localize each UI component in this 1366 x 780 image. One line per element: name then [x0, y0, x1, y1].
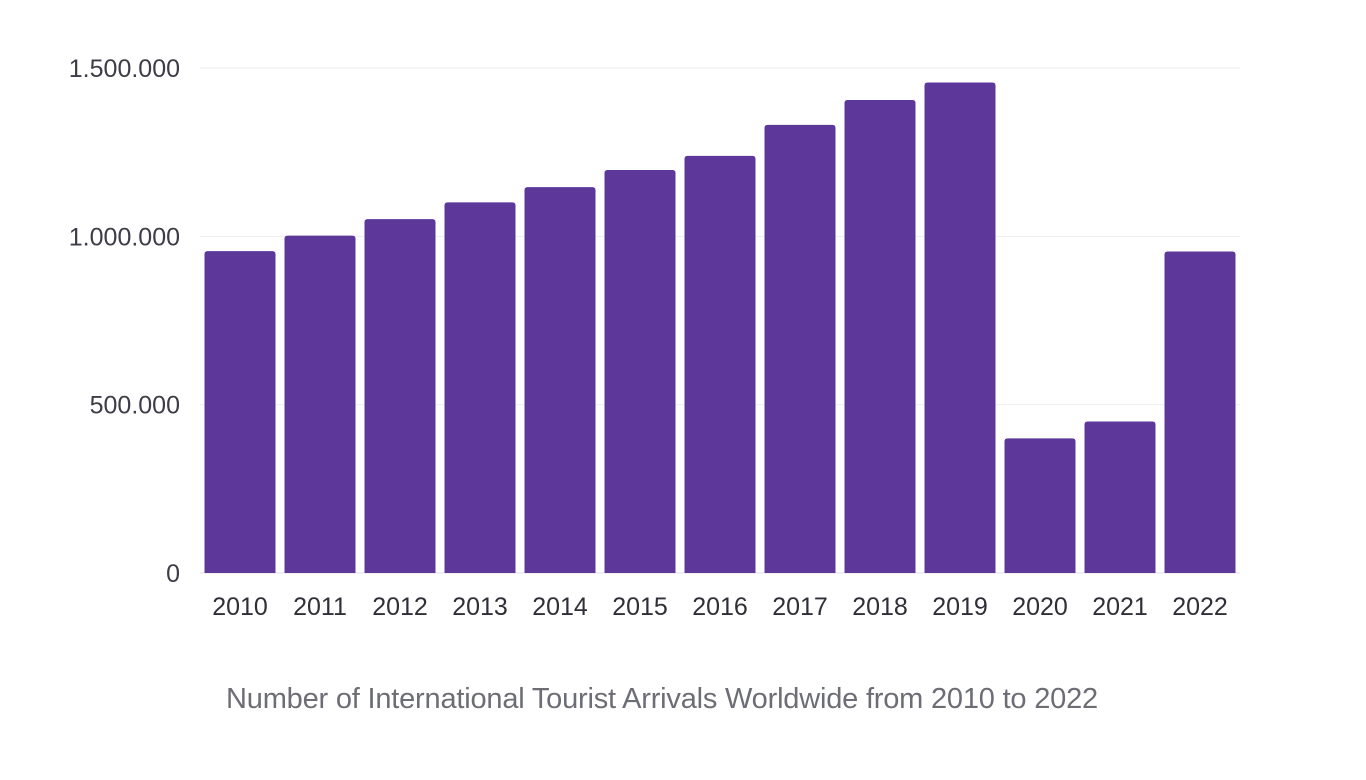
bar-2017 — [764, 124, 836, 573]
y-tick-label: 0 — [166, 560, 180, 588]
bar-2010 — [204, 251, 276, 573]
x-tick-label: 2010 — [212, 593, 268, 621]
bars — [204, 82, 1236, 573]
x-tick-label: 2017 — [772, 593, 828, 621]
x-axis-ticks: 2010 2011 2012 2013 2014 2015 2016 2017 2018 2019… — [212, 593, 1228, 621]
bar-2022 — [1164, 251, 1236, 573]
y-tick-label: 500.000 — [90, 392, 180, 420]
bar-2013 — [444, 202, 516, 573]
bar-2012 — [364, 219, 436, 573]
y-axis-ticks: 0 500.000 1.000.000 1.500.000 — [69, 55, 180, 588]
y-tick-label: 1.000.000 — [69, 223, 180, 251]
bar-2020 — [1004, 438, 1076, 573]
x-tick-label: 2022 — [1172, 593, 1228, 621]
x-tick-label: 2019 — [932, 593, 988, 621]
y-tick-label: 1.500.000 — [69, 55, 180, 83]
bar-2014 — [524, 187, 596, 573]
bar-2011 — [284, 235, 356, 573]
x-tick-label: 2012 — [372, 593, 428, 621]
bar-2018 — [844, 99, 916, 573]
bar-2021 — [1084, 421, 1156, 573]
bar-2019 — [924, 82, 996, 573]
x-tick-label: 2020 — [1012, 593, 1068, 621]
x-tick-label: 2021 — [1092, 593, 1148, 621]
x-tick-label: 2011 — [293, 593, 347, 621]
x-tick-label: 2014 — [532, 593, 588, 621]
x-tick-label: 2018 — [852, 593, 908, 621]
x-tick-label: 2016 — [692, 593, 748, 621]
bar-2015 — [604, 170, 676, 573]
chart-title: Number of International Tourist Arrivals… — [226, 683, 1098, 715]
bar-2016 — [684, 155, 756, 573]
x-tick-label: 2015 — [612, 593, 668, 621]
x-tick-label: 2013 — [452, 593, 508, 621]
